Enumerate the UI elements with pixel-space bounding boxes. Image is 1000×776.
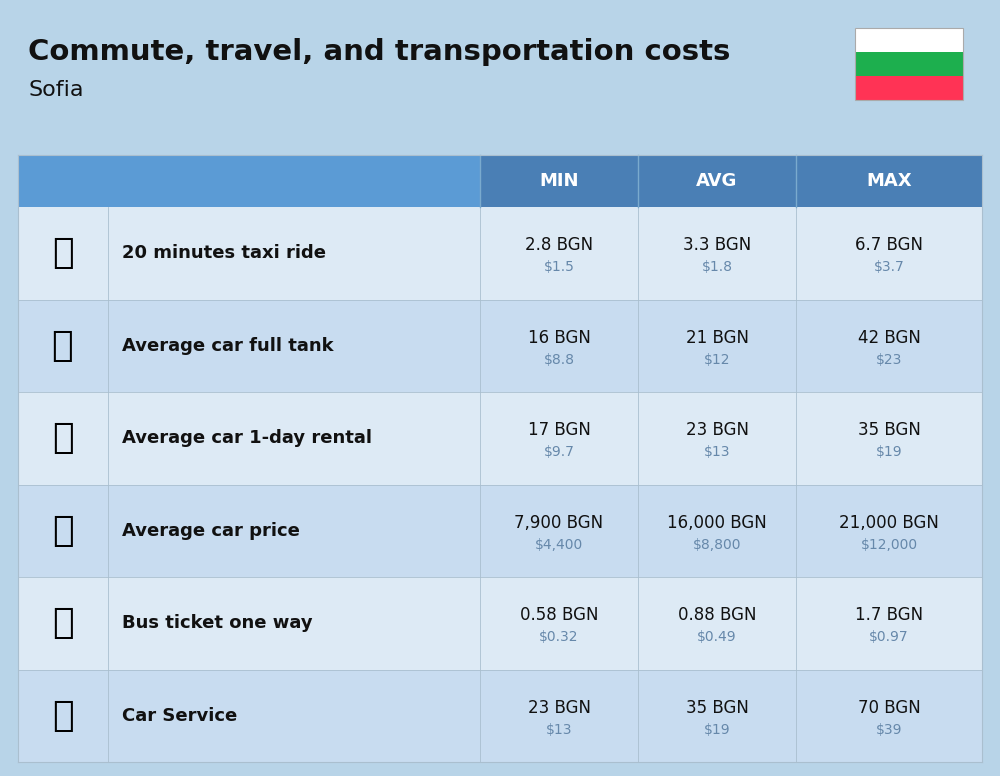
Text: Average car price: Average car price: [122, 521, 300, 540]
Text: $39: $39: [876, 722, 902, 736]
Text: Average car 1-day rental: Average car 1-day rental: [122, 429, 372, 447]
Text: $0.32: $0.32: [539, 630, 579, 644]
Text: Commute, travel, and transportation costs: Commute, travel, and transportation cost…: [28, 38, 730, 66]
Text: 35 BGN: 35 BGN: [858, 421, 920, 439]
Bar: [18, 484, 982, 577]
Text: $9.7: $9.7: [544, 445, 574, 459]
Bar: [18, 577, 982, 670]
Text: $19: $19: [876, 445, 902, 459]
Bar: [108, 155, 480, 207]
Bar: [18, 155, 108, 207]
Text: 16,000 BGN: 16,000 BGN: [667, 514, 767, 532]
Text: 🚗: 🚗: [52, 514, 74, 548]
Bar: [480, 155, 638, 207]
Bar: [18, 300, 982, 392]
Text: $13: $13: [704, 445, 730, 459]
Text: ⛽️: ⛽️: [52, 329, 74, 362]
Text: Car Service: Car Service: [122, 707, 237, 725]
Text: 🔧: 🔧: [52, 698, 74, 733]
Text: Average car full tank: Average car full tank: [122, 337, 334, 355]
Text: 3.3 BGN: 3.3 BGN: [683, 236, 751, 255]
Text: $1.8: $1.8: [702, 260, 732, 274]
Text: $23: $23: [876, 353, 902, 367]
Bar: [855, 52, 963, 76]
Bar: [638, 155, 796, 207]
Bar: [18, 670, 982, 762]
Text: 0.88 BGN: 0.88 BGN: [678, 606, 756, 624]
Bar: [796, 155, 982, 207]
Text: 23 BGN: 23 BGN: [686, 421, 748, 439]
Text: 20 minutes taxi ride: 20 minutes taxi ride: [122, 244, 326, 262]
Text: $1.5: $1.5: [544, 260, 574, 274]
Text: 1.7 BGN: 1.7 BGN: [855, 606, 923, 624]
Text: 17 BGN: 17 BGN: [528, 421, 590, 439]
Text: Sofia: Sofia: [28, 80, 84, 100]
Text: 42 BGN: 42 BGN: [858, 329, 920, 347]
Text: $0.97: $0.97: [869, 630, 909, 644]
Text: $19: $19: [704, 722, 730, 736]
Text: 21,000 BGN: 21,000 BGN: [839, 514, 939, 532]
Text: 16 BGN: 16 BGN: [528, 329, 590, 347]
Bar: [855, 76, 963, 100]
Text: 23 BGN: 23 BGN: [528, 698, 590, 717]
Text: $12,000: $12,000: [860, 538, 918, 552]
Text: $4,400: $4,400: [535, 538, 583, 552]
Text: MAX: MAX: [866, 172, 912, 190]
Bar: [855, 28, 963, 100]
Bar: [18, 207, 982, 300]
Text: 🚙: 🚙: [52, 421, 74, 456]
Text: $8.8: $8.8: [544, 353, 574, 367]
Text: 🚌: 🚌: [52, 606, 74, 640]
Text: MIN: MIN: [539, 172, 579, 190]
Text: $8,800: $8,800: [693, 538, 741, 552]
Text: 35 BGN: 35 BGN: [686, 698, 748, 717]
Text: 7,900 BGN: 7,900 BGN: [514, 514, 604, 532]
Text: 🚕: 🚕: [52, 236, 74, 270]
Text: 6.7 BGN: 6.7 BGN: [855, 236, 923, 255]
Text: 21 BGN: 21 BGN: [686, 329, 748, 347]
Text: $0.49: $0.49: [697, 630, 737, 644]
Bar: [18, 392, 982, 484]
Text: $3.7: $3.7: [874, 260, 904, 274]
Text: AVG: AVG: [696, 172, 738, 190]
Text: $12: $12: [704, 353, 730, 367]
Text: 70 BGN: 70 BGN: [858, 698, 920, 717]
Text: 2.8 BGN: 2.8 BGN: [525, 236, 593, 255]
Text: 0.58 BGN: 0.58 BGN: [520, 606, 598, 624]
Text: Bus ticket one way: Bus ticket one way: [122, 615, 313, 632]
Bar: [855, 28, 963, 52]
Text: $13: $13: [546, 722, 572, 736]
